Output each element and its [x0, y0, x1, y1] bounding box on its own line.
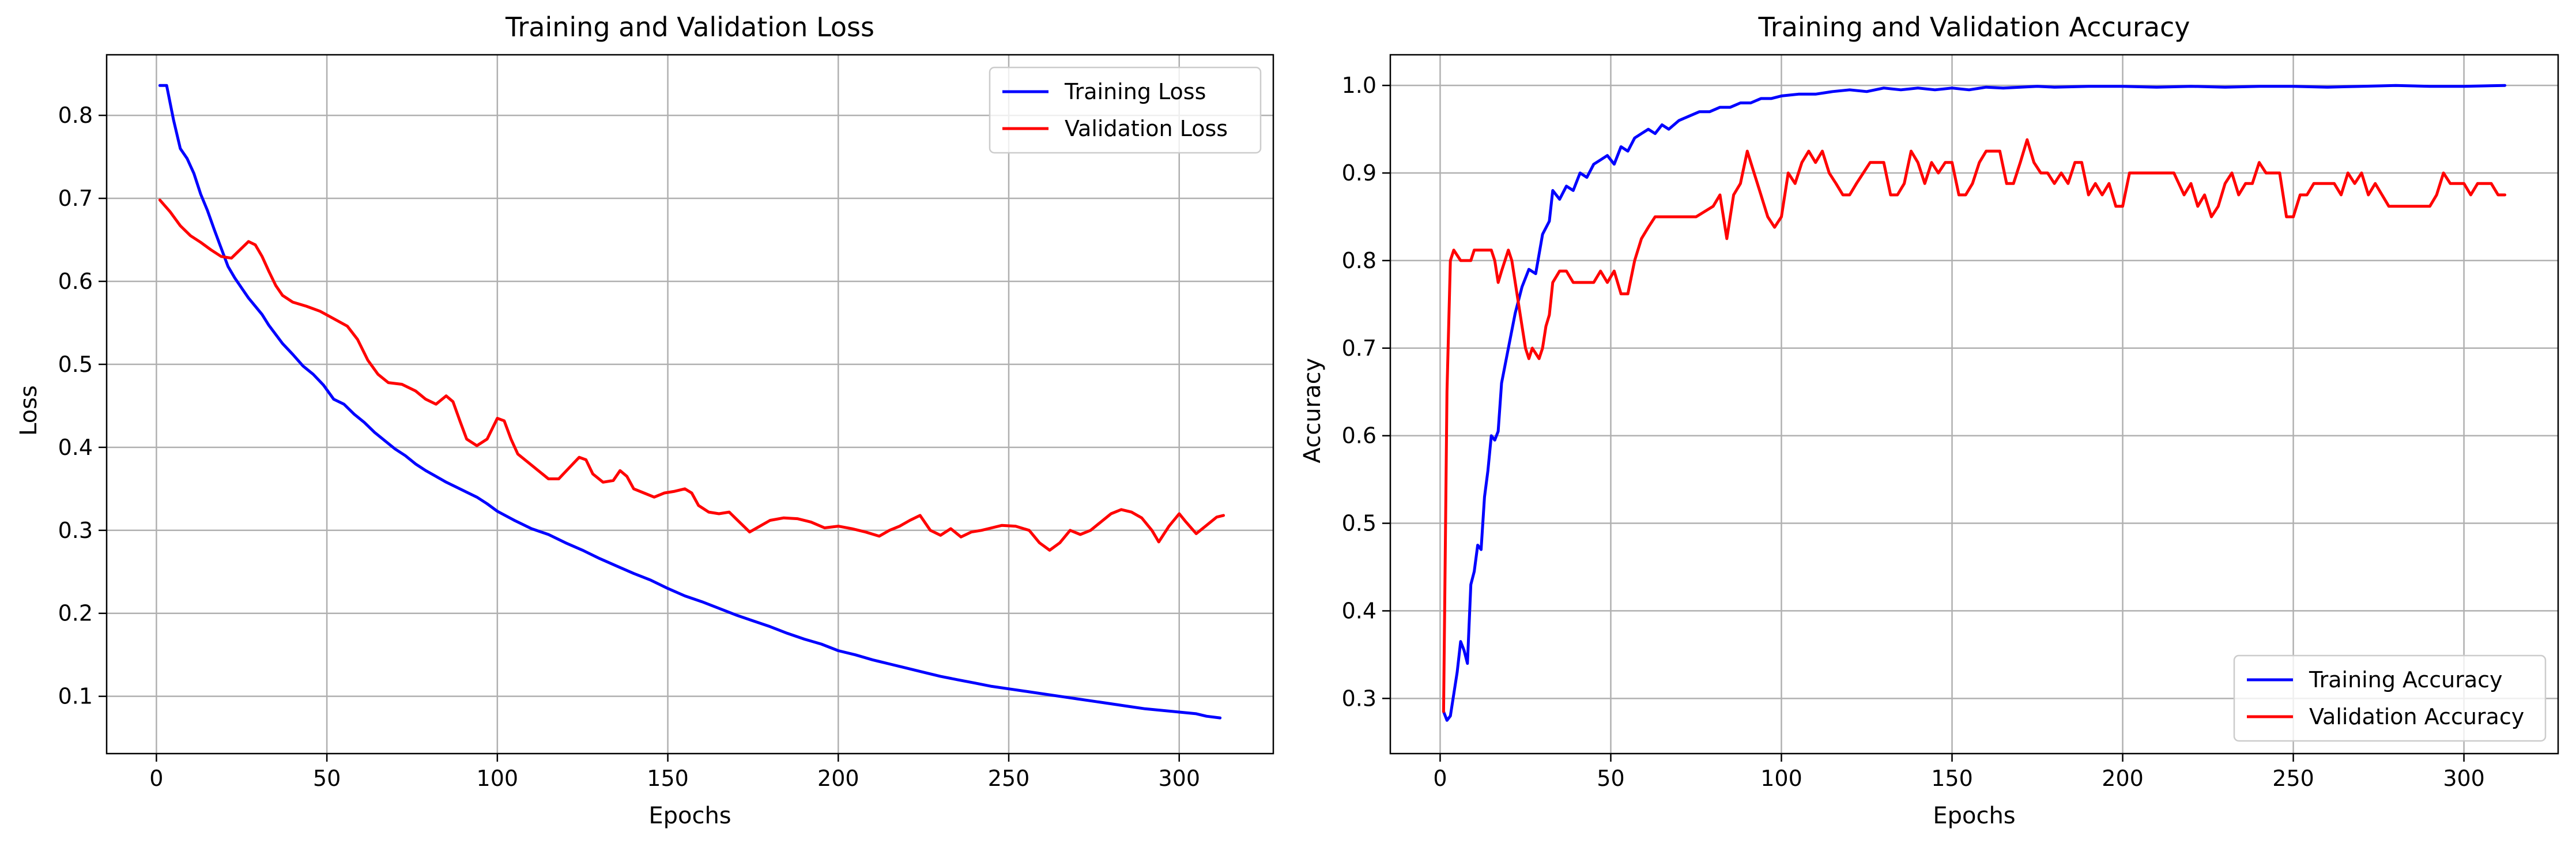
- loss-chart-xtick-label: 50: [313, 766, 341, 791]
- accuracy-chart-xlabel: Epochs: [1933, 803, 2015, 829]
- loss-chart-axes: 0 50 100 150 200 250 300 0.1 0.2 0.3 0.4 0.5 0.6 0.7 0…: [58, 54, 1274, 791]
- loss-chart-series-training-line: [158, 84, 1222, 720]
- accuracy-chart-grid: [1390, 55, 2558, 754]
- accuracy-chart-xtick-label: 0: [1433, 766, 1447, 791]
- accuracy-chart-xtick-label: 250: [2272, 766, 2314, 791]
- loss-chart-ylabel: Loss: [16, 385, 42, 436]
- accuracy-chart-ytick-label: 0.4: [1342, 598, 1376, 623]
- accuracy-chart-xtick-label: 300: [2443, 766, 2485, 791]
- accuracy-chart-axes: 0 50 100 150 200 250 300 0.3 0.4 0.5 0.6 0.7 0.8 0.9 1…: [1342, 54, 2559, 791]
- loss-chart-series-validation-line: [158, 198, 1225, 552]
- loss-chart-ytick-label: 0.4: [58, 435, 93, 460]
- loss-chart-series: [158, 84, 1225, 720]
- accuracy-chart-ytick-label: 0.3: [1342, 686, 1376, 711]
- accuracy-chart-series-validation-line: [1442, 138, 2507, 713]
- loss-chart-ytick-label: 0.2: [58, 601, 93, 626]
- accuracy-chart-ytick-label: 0.8: [1342, 248, 1376, 273]
- loss-chart-xtick-label: 100: [477, 766, 519, 791]
- loss-chart-legend: Training Loss Validation Loss: [989, 66, 1262, 154]
- accuracy-chart-ylabel: Accuracy: [1299, 358, 1326, 464]
- accuracy-chart-series: [1442, 84, 2507, 722]
- loss-chart-xtick-label: 0: [149, 766, 163, 791]
- loss-chart-legend-label: Training Loss: [1064, 79, 1206, 104]
- accuracy-chart-xtick-label: 50: [1597, 766, 1624, 791]
- accuracy-chart-legend-label: Training Accuracy: [2309, 667, 2503, 692]
- accuracy-chart-title: Training and Validation Accuracy: [1757, 12, 2190, 43]
- accuracy-chart-ytick-label: 0.9: [1342, 160, 1376, 186]
- accuracy-chart-ytick-label: 0.5: [1342, 511, 1376, 536]
- accuracy-chart-xtick-label: 200: [2102, 766, 2144, 791]
- loss-chart-legend-box: [989, 66, 1262, 154]
- accuracy-chart-panel: Training and Validation Accuracy 0 50 100 1…: [1299, 12, 2559, 829]
- loss-chart-xlabel: Epochs: [648, 803, 731, 829]
- loss-chart-grid: [107, 55, 1273, 754]
- accuracy-chart-legend-label: Validation Accuracy: [2309, 704, 2524, 729]
- accuracy-chart-legend: Training Accuracy Validation Accuracy: [2233, 654, 2547, 742]
- loss-chart-ytick-label: 0.6: [58, 269, 93, 294]
- loss-chart-ytick-label: 0.3: [58, 518, 93, 543]
- loss-chart-ytick-label: 0.8: [58, 103, 93, 128]
- accuracy-chart-ytick-label: 0.6: [1342, 423, 1376, 449]
- loss-chart-xtick-label: 150: [647, 766, 689, 791]
- loss-chart-ytick-label: 0.1: [58, 684, 93, 709]
- accuracy-chart-series-training-line: [1442, 84, 2507, 722]
- accuracy-chart-legend-box: [2233, 654, 2547, 742]
- accuracy-chart-xtick-label: 150: [1931, 766, 1973, 791]
- loss-chart-legend-label: Validation Loss: [1065, 116, 1228, 141]
- loss-chart-title: Training and Validation Loss: [505, 12, 874, 43]
- loss-chart-xtick-label: 250: [988, 766, 1030, 791]
- accuracy-chart-frame: [1389, 54, 2559, 755]
- accuracy-chart-ytick-label: 0.7: [1342, 336, 1376, 361]
- loss-chart-xtick-label: 200: [817, 766, 859, 791]
- loss-chart-ytick-label: 0.5: [58, 352, 93, 377]
- loss-chart-xtick-label: 300: [1158, 766, 1200, 791]
- loss-chart-frame: [105, 54, 1274, 755]
- accuracy-chart-ytick-label: 1.0: [1342, 73, 1376, 98]
- loss-chart-ytick-label: 0.7: [58, 186, 93, 211]
- loss-chart-panel: Training and Validation Loss 0 50 100 150 20…: [16, 12, 1274, 829]
- accuracy-chart-xtick-label: 100: [1760, 766, 1802, 791]
